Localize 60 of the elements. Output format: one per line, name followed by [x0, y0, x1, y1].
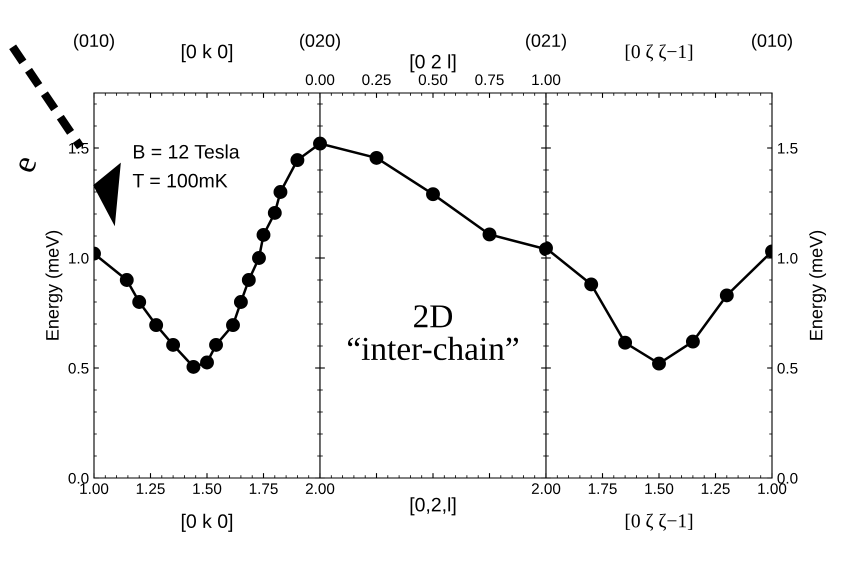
- point: [149, 318, 164, 332]
- x-tick-label: 2.00: [532, 483, 560, 494]
- point: [166, 338, 180, 352]
- point: [242, 273, 256, 287]
- x-tick-label: 1.00: [532, 74, 560, 86]
- point: [618, 336, 632, 350]
- point: [132, 295, 146, 309]
- x-tick-label: 1.50: [193, 483, 222, 494]
- point: [652, 356, 666, 371]
- y-tick-label: 1.0: [69, 252, 89, 264]
- x-tick-label: 0.75: [475, 74, 504, 86]
- annotation: B = 12 Tesla: [134, 144, 240, 159]
- y-axis-title: Energy (meV): [809, 230, 826, 340]
- x-tick-label: 0.00: [306, 74, 334, 86]
- point: [120, 273, 134, 287]
- point: [186, 360, 200, 374]
- x-tick-label: 1.00: [80, 483, 108, 494]
- x-axis-title: [0,2,l]: [410, 497, 456, 516]
- point: [226, 318, 240, 332]
- x-tick-label: 1.00: [758, 483, 786, 494]
- point: [268, 206, 282, 220]
- point: [252, 251, 266, 265]
- y-tick-label: 0.0: [68, 472, 89, 484]
- x2-axis-title: [0 2 l]: [410, 54, 456, 72]
- x-tick-label: 1.75: [250, 483, 278, 494]
- x-tick-label: 0.25: [362, 74, 391, 86]
- x-tick-label: 2.00: [306, 483, 334, 494]
- x-tick-label: 1.25: [136, 483, 165, 494]
- y-tick-label: 1.0: [778, 252, 798, 264]
- point: [482, 228, 496, 242]
- y-axis-title: Energy (meV): [46, 230, 62, 340]
- text: (021): [526, 34, 566, 51]
- y-tick-label: 0.5: [777, 362, 798, 374]
- text: (010): [752, 34, 792, 51]
- x-axis-title: [0 ζ ζ−1]: [626, 514, 692, 531]
- text: (010): [74, 34, 114, 51]
- point: [200, 356, 214, 370]
- point: [274, 185, 288, 199]
- point: [686, 334, 700, 349]
- point: [209, 338, 223, 352]
- point: [290, 153, 304, 168]
- y-tick-label: 1.5: [69, 143, 88, 154]
- x2-axis-title: [0 k 0]: [182, 44, 232, 62]
- y-tick-label: 1.5: [778, 143, 798, 154]
- text: e: [18, 156, 38, 174]
- point: [426, 187, 440, 202]
- x2-axis-title: [0 ζ ζ−1]: [626, 44, 692, 62]
- x-tick-label: 1.50: [645, 483, 674, 494]
- point: [256, 228, 270, 242]
- point: [370, 150, 384, 165]
- annotation: 2D “inter-chain”: [348, 305, 518, 360]
- x-tick-label: 1.75: [588, 483, 617, 494]
- x-tick-label: 0.50: [418, 74, 448, 86]
- y-tick-label: 0.5: [68, 362, 88, 374]
- y-tick-label: 0.0: [777, 472, 798, 484]
- text: (020): [300, 34, 340, 51]
- x-axis-title: [0 k 0]: [182, 514, 232, 532]
- annotation: T = 100mK: [132, 174, 228, 188]
- point: [234, 295, 248, 309]
- x-tick-label: 1.25: [702, 483, 730, 494]
